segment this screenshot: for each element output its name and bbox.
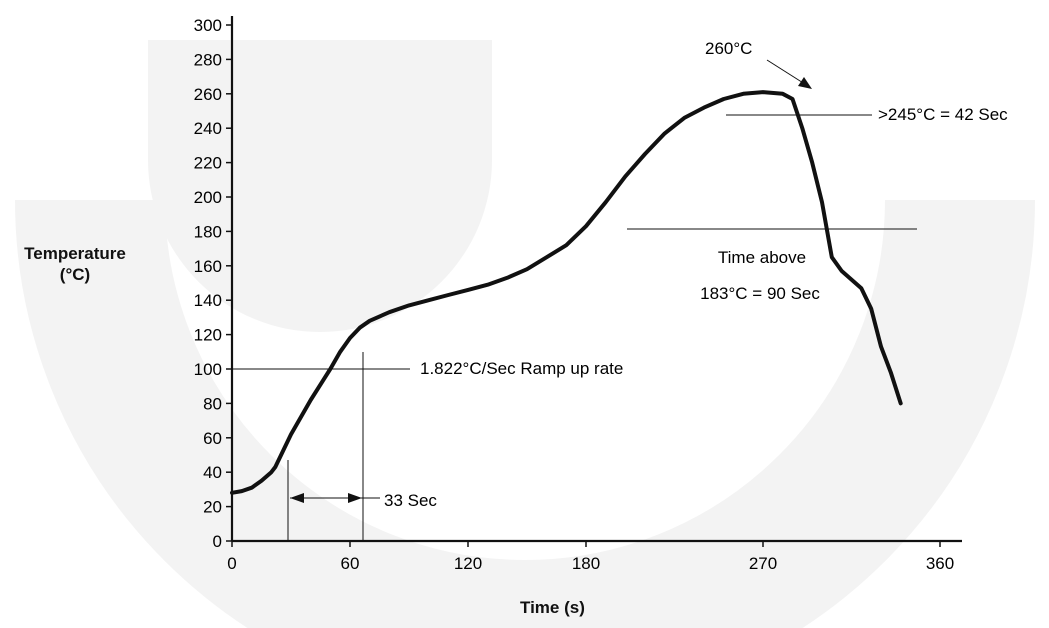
annotations: 1.822°C/Sec Ramp up rate 33 Sec Time abo…: [384, 39, 1008, 510]
y-tick-label: 240: [194, 119, 222, 138]
y-tick-label: 180: [194, 222, 222, 241]
duration-arrow-right-icon: [348, 493, 362, 503]
y-tick-label: 100: [194, 360, 222, 379]
y-tick-label: 20: [203, 498, 222, 517]
y-tick-label: 220: [194, 154, 222, 173]
y-tick-label: 160: [194, 257, 222, 276]
y-axis-label-line2: (°C): [59, 265, 91, 284]
x-tick-label: 360: [926, 554, 954, 573]
y-tick-label: 60: [203, 429, 222, 448]
temperature-curve: [230, 90, 903, 495]
x-axis-label: Time (s): [520, 598, 585, 617]
y-axis-label: Temperature (°C): [0, 243, 150, 285]
x-tick-label: 180: [572, 554, 600, 573]
axes: 0 20 40 60 80 100 120 140 160 180 200 220 240 260 280 3…: [194, 16, 962, 573]
peak-arrow-icon: [798, 77, 812, 89]
y-tick-label: 200: [194, 188, 222, 207]
time-above-annotation-line2: 183°C = 90 Sec: [700, 284, 820, 303]
x-tick-label: 120: [454, 554, 482, 573]
y-tick-label: 280: [194, 50, 222, 69]
x-tick-label: 60: [341, 554, 360, 573]
y-tick-label: 260: [194, 85, 222, 104]
time-above-annotation-line1: Time above: [718, 248, 806, 267]
duration-arrow-left-icon: [290, 493, 304, 503]
curve-group: [230, 90, 903, 495]
y-tick-label: 80: [203, 394, 222, 413]
ramp-rate-annotation: 1.822°C/Sec Ramp up rate: [420, 359, 623, 378]
y-tick-label: 120: [194, 326, 222, 345]
x-tick-label: 0: [227, 554, 236, 573]
y-tick-label: 140: [194, 291, 222, 310]
y-tick-label: 40: [203, 463, 222, 482]
y-axis-label-line1: Temperature: [24, 244, 126, 263]
y-tick-label: 0: [213, 532, 222, 551]
y-tick-label: 300: [194, 16, 222, 35]
above-245-annotation: >245°C = 42 Sec: [878, 105, 1008, 124]
peak-annotation: 260°C: [705, 39, 752, 58]
x-tick-label: 270: [749, 554, 777, 573]
duration-annotation: 33 Sec: [384, 491, 437, 510]
